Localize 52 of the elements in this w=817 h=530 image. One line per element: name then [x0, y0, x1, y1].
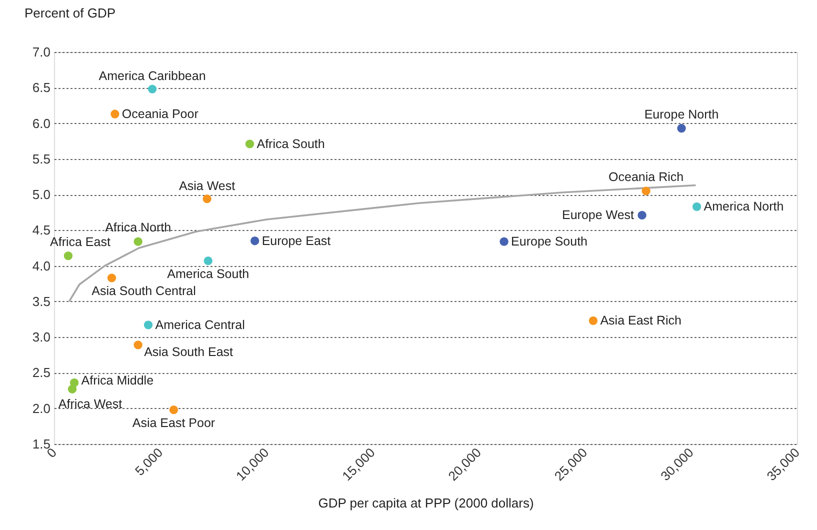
point: [144, 320, 153, 330]
annotation: Asia South Central: [92, 284, 196, 298]
annotation: Oceania Rich: [608, 170, 684, 184]
annotation: America North: [704, 200, 784, 214]
y-tick-label: 3.5: [32, 294, 50, 309]
point: [107, 274, 116, 282]
annotation: Africa North: [105, 220, 172, 235]
y-tick-label: 5.5: [32, 151, 50, 166]
y-axis-title: Percent of GDP: [24, 6, 116, 20]
point: [134, 340, 142, 350]
point: [245, 140, 254, 148]
annotation: Africa Middle: [81, 374, 154, 388]
y-tick-label: 4.5: [32, 222, 50, 238]
point: [692, 202, 702, 211]
point: [134, 237, 142, 246]
point: [642, 186, 650, 196]
point: [68, 384, 77, 394]
y-tick-label: 6.0: [32, 116, 50, 131]
point: [169, 405, 178, 414]
annotation: Asia East Rich: [600, 314, 682, 328]
y-tick-label: 3.0: [32, 330, 50, 345]
annotation: Africa East: [50, 234, 111, 249]
y-tick-label: 5.0: [32, 187, 50, 202]
y-tick-label: 7.0: [32, 44, 50, 60]
annotation: Europe North: [644, 107, 719, 122]
annotation: America Caribbean: [98, 69, 206, 84]
annotation: Oceania Poor: [122, 107, 198, 122]
point: [204, 256, 212, 266]
x-axis-title: GDP per capita at PPP (2000 dollars): [318, 496, 534, 511]
annotation: Europe West: [562, 208, 635, 222]
point: [202, 194, 212, 204]
annotation: Europe South: [511, 234, 588, 249]
annotation: Asia East Poor: [132, 416, 216, 430]
point: [148, 84, 157, 94]
point: [588, 316, 598, 326]
annotation: Africa West: [58, 397, 123, 412]
point: [110, 110, 120, 118]
point: [500, 237, 508, 246]
annotation: America Central: [155, 318, 245, 332]
point: [638, 210, 646, 220]
y-tick-label: 2.5: [32, 365, 50, 380]
annotation: Asia West: [179, 178, 236, 193]
y-tick-label: 2.0: [32, 400, 50, 416]
y-tick-label: 4.0: [32, 258, 50, 274]
y-tick-label: 6.5: [32, 80, 50, 96]
point: [64, 252, 73, 260]
annotation: Asia South East: [144, 344, 234, 359]
annotation: America South: [167, 266, 250, 281]
point: [250, 236, 260, 246]
annotation: Africa South: [256, 136, 325, 151]
point: [677, 124, 686, 133]
annotation: Europe East: [262, 234, 332, 248]
